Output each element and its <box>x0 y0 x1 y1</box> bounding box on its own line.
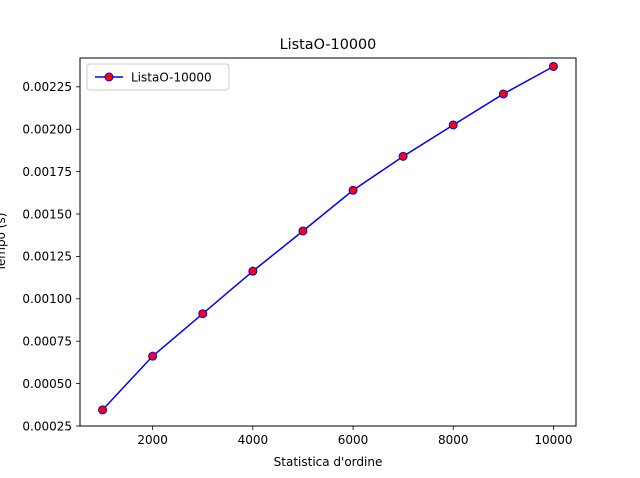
y-tick-label: 0.00100 <box>22 292 72 306</box>
data-point <box>98 405 108 415</box>
data-point <box>148 351 158 361</box>
legend-box <box>86 63 230 91</box>
series-line <box>102 65 554 411</box>
x-tick-label: 8000 <box>438 433 469 447</box>
data-point <box>198 309 208 319</box>
plot-area <box>79 57 577 427</box>
data-point <box>248 266 258 276</box>
data-point <box>298 226 308 236</box>
y-axis: 0.00025 0.00050 0.00075 0.00100 0.00125 0.001… <box>22 80 80 433</box>
y-tick-label: 0.00225 <box>22 80 72 94</box>
y-tick-label: 0.00175 <box>22 165 72 179</box>
legend: ListaO-10000 <box>86 63 230 91</box>
y-tick-label: 0.00125 <box>22 250 72 264</box>
y-tick-label: 0.00075 <box>22 335 72 349</box>
y-tick-label: 0.00200 <box>22 123 72 137</box>
data-point <box>348 185 358 195</box>
x-axis-label: Statistica d'ordine <box>274 455 383 469</box>
data-point <box>448 120 458 130</box>
x-tick-label: 10000 <box>534 433 572 447</box>
y-tick-label: 0.00150 <box>22 207 72 221</box>
legend-marker-swatch <box>104 72 114 82</box>
data-point <box>498 89 508 99</box>
x-axis: 2000 4000 6000 8000 10000 <box>137 426 573 447</box>
y-axis-label: Tempo (s) <box>0 213 8 273</box>
y-tick-label: 0.00025 <box>22 419 72 433</box>
data-point <box>548 61 558 71</box>
x-tick-label: 6000 <box>338 433 369 447</box>
y-tick-label: 0.00050 <box>22 377 72 391</box>
x-tick-label: 2000 <box>137 433 168 447</box>
x-tick-label: 4000 <box>238 433 269 447</box>
data-point <box>398 151 408 161</box>
chart-title: ListaO-10000 <box>280 37 377 53</box>
legend-label: ListaO-10000 <box>131 71 212 85</box>
series-layer <box>98 61 558 415</box>
